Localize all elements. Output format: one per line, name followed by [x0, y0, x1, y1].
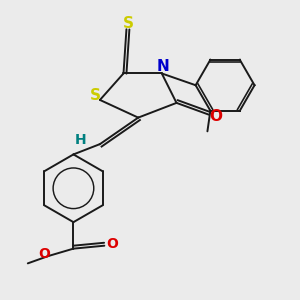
Text: S: S: [122, 16, 134, 32]
Text: O: O: [38, 247, 50, 261]
Text: N: N: [157, 59, 169, 74]
Text: O: O: [209, 109, 222, 124]
Text: S: S: [90, 88, 101, 103]
Text: O: O: [106, 237, 118, 251]
Text: H: H: [75, 133, 87, 147]
